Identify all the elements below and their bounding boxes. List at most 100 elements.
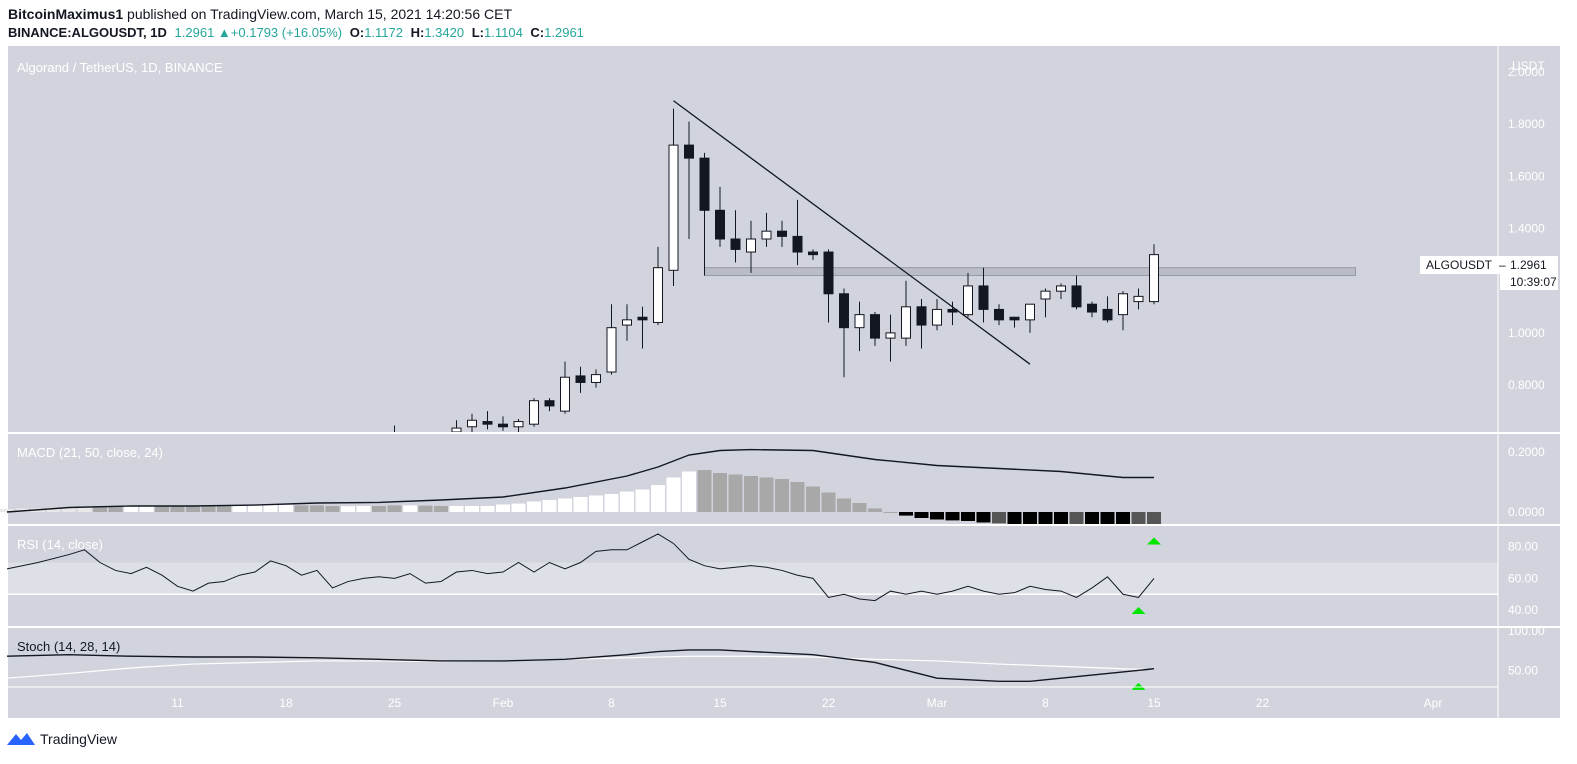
macd-bullish-arrow-icon <box>1147 537 1161 545</box>
macd-histogram-bar <box>1007 512 1022 524</box>
price-badge-symbol: ALGOUSDT <box>1426 258 1493 272</box>
time-tick-label: 22 <box>1256 696 1270 710</box>
candle-body <box>715 209 725 240</box>
stoch-tick-label: 50.00 <box>1508 663 1538 677</box>
price-badge-dash: – <box>1499 258 1506 272</box>
macd-histogram-bar <box>77 506 92 512</box>
candle-body <box>885 332 896 339</box>
up-triangle-icon: ▲ <box>217 25 231 40</box>
candle-body <box>513 421 524 428</box>
candle-body <box>963 285 973 316</box>
candle-body <box>1087 303 1097 313</box>
macd-histogram-bar <box>620 491 634 512</box>
macd-histogram-bar <box>217 506 231 512</box>
price-badge: ALGOUSDT – 1.2961 10:39:07 <box>1420 256 1558 290</box>
time-tick-label: Feb <box>493 696 514 710</box>
resistance-zone <box>704 267 1356 277</box>
publish-info: BitcoinMaximus1 published on TradingView… <box>8 6 512 22</box>
macd-histogram-bar <box>93 506 107 512</box>
macd-histogram-bar <box>682 471 696 512</box>
stoch-title: Stoch (14, 28, 14) <box>17 639 120 654</box>
author-name[interactable]: BitcoinMaximus1 <box>8 6 124 22</box>
rsi-band <box>8 562 1498 595</box>
candle-body <box>870 314 880 339</box>
candle-body <box>575 375 586 383</box>
macd-histogram-bar <box>651 485 665 512</box>
price-tick-label: 1.8000 <box>1508 117 1545 131</box>
macd-histogram-bar <box>837 498 851 512</box>
candle-body <box>1009 316 1020 321</box>
ohlc-legend: BINANCE:ALGOUSDT, 1D 1.2961 ▲+0.1793 (+1… <box>8 25 584 40</box>
candle-body <box>823 251 834 295</box>
stoch-layer <box>6 649 1155 690</box>
price-tick-label: 1.4000 <box>1508 222 1545 236</box>
rsi-bullish-arrow-icon <box>1131 606 1146 614</box>
macd-histogram-bar <box>108 506 123 512</box>
candle-body <box>839 293 849 329</box>
currency-label: USDT <box>1512 59 1545 73</box>
macd-histogram-bar <box>930 512 944 520</box>
macd-histogram-bar <box>790 482 805 512</box>
macd-histogram-bar <box>1085 512 1099 526</box>
macd-histogram-bar <box>449 506 464 512</box>
last-price: 1.2961 <box>174 25 215 40</box>
macd-tick-label: 0.2000 <box>1508 445 1545 459</box>
macd-histogram-bar <box>604 494 619 512</box>
high-label: H: <box>410 25 425 40</box>
candle-body <box>978 285 989 310</box>
candle-body <box>761 230 772 240</box>
open-value: 1.1172 <box>364 25 403 40</box>
macd-histogram-bar <box>542 500 557 512</box>
time-tick-label: 25 <box>388 696 402 710</box>
footer-brand: TradingView <box>40 731 118 747</box>
macd-histogram-bar <box>170 506 185 512</box>
macd-histogram-bar <box>573 497 588 512</box>
tradingview-logo-icon <box>7 733 35 745</box>
time-tick-label: Apr <box>1424 696 1443 710</box>
candle-body <box>544 400 555 407</box>
macd-histogram-bar <box>418 505 433 512</box>
time-tick-label: 18 <box>279 696 293 710</box>
macd-histogram-bar <box>1054 512 1068 526</box>
candle-body <box>730 238 741 250</box>
candle-body <box>653 267 663 323</box>
macd-histogram-bar <box>635 489 650 512</box>
candle-body <box>637 316 648 321</box>
macd-histogram-bar <box>480 506 495 512</box>
macd-histogram-bar <box>976 512 991 523</box>
macd-histogram-bar <box>945 512 960 521</box>
macd-histogram-bar <box>403 505 417 512</box>
tradingview-footer[interactable]: TradingView <box>6 730 117 748</box>
stoch-k-line <box>6 649 1155 682</box>
macd-histogram-bar <box>852 503 867 512</box>
macd-histogram-bar <box>310 505 324 512</box>
open-label: O: <box>349 25 365 40</box>
macd-histogram-bar <box>372 506 386 512</box>
macd-histogram-bar <box>697 470 712 512</box>
close-label: C: <box>530 25 545 40</box>
macd-histogram-bar <box>589 495 603 512</box>
price-tick-label: 1.0000 <box>1508 326 1545 340</box>
chart-title: Algorand / TetherUS, 1D, BINANCE <box>17 60 223 75</box>
candle-body <box>1071 285 1082 308</box>
publish-text: published on TradingView.com, March 15, … <box>127 6 513 22</box>
macd-histogram-bar <box>1069 512 1084 526</box>
candle-body <box>606 327 617 373</box>
low-value: 1.1104 <box>484 25 523 40</box>
candle-body <box>684 144 694 159</box>
candle-body <box>1149 254 1159 303</box>
price-badge-box <box>1420 256 1558 274</box>
macd-histogram-bar <box>46 507 61 512</box>
macd-histogram-bar <box>232 506 247 512</box>
macd-histogram-bar <box>527 501 541 512</box>
close-value: 1.2961 <box>544 25 584 40</box>
candles-layer <box>394 100 1356 433</box>
macd-histogram-bar <box>294 505 309 512</box>
macd-histogram-bar <box>139 506 154 512</box>
price-tick-label: 2.0000 <box>1508 65 1545 79</box>
macd-histogram-bar <box>744 476 758 512</box>
time-tick-label: 8 <box>1042 696 1049 710</box>
time-tick-label: 8 <box>608 696 615 710</box>
descending-trendline <box>673 100 1031 365</box>
